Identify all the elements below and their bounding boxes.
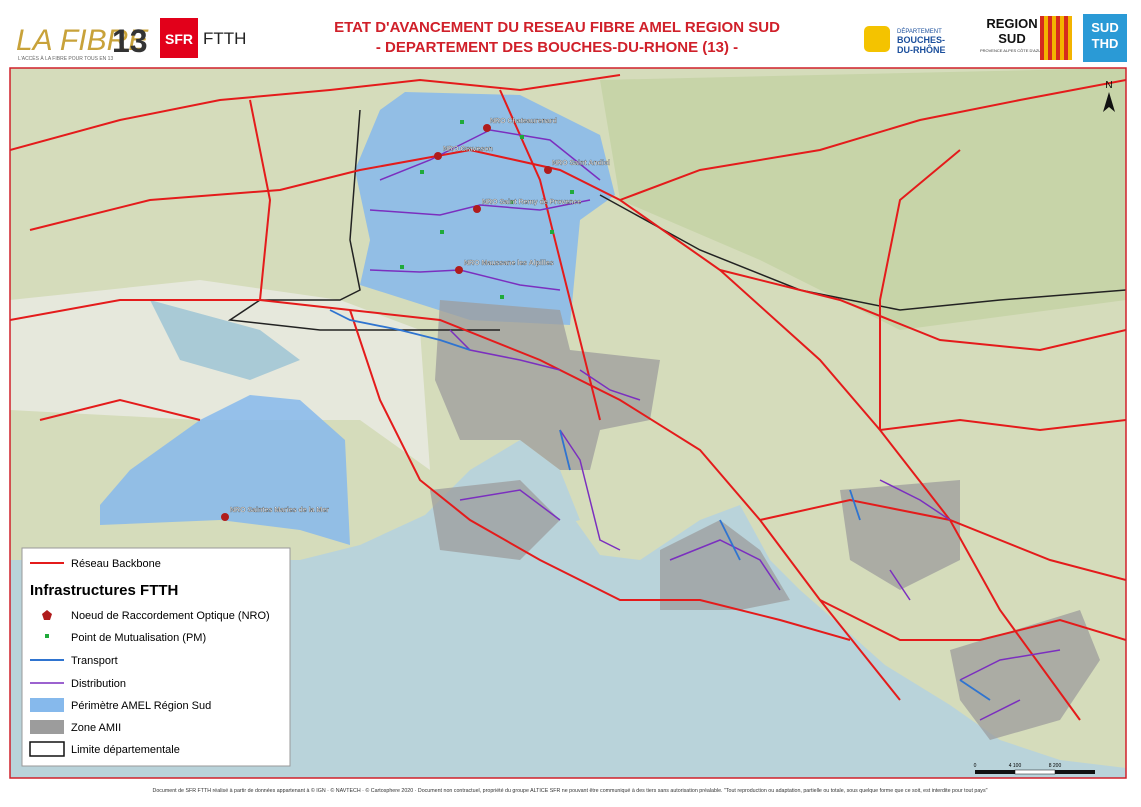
legend-swatch (42, 610, 52, 620)
nro-label: NRO Saint Andiol (552, 160, 610, 167)
north-arrow (1103, 92, 1115, 112)
region-logo: REGION (986, 16, 1037, 31)
sud-thd: SUD (1091, 20, 1118, 35)
legend-section: Infrastructures FTTH (30, 582, 178, 599)
legend-swatch (30, 720, 64, 734)
legend-label: Zone AMII (71, 722, 121, 734)
sud-thd-logo (1083, 14, 1127, 62)
region-flag (1040, 16, 1072, 60)
dept-logo (864, 26, 890, 52)
nro-labels: NRO Chateaurenard NRO Graveson NRO Saint… (230, 118, 610, 514)
legend-label: Périmètre AMEL Région Sud (71, 700, 211, 712)
camargue (10, 280, 430, 470)
north-label: N (1105, 80, 1112, 91)
region-logo: SUD (998, 31, 1025, 46)
pm-markers (400, 120, 574, 299)
nro-label: NRO Saintes Maries de la Mer (230, 507, 329, 514)
dept-name: BOUCHES- (897, 35, 945, 45)
scale-bar (1055, 770, 1095, 774)
legend-swatch (45, 634, 49, 638)
legend-label: Limite départementale (71, 744, 180, 756)
amii-zone (435, 300, 660, 470)
sfr-logo (160, 18, 198, 58)
title-line2: - DEPARTEMENT DES BOUCHES-DU-RHONE (13) … (376, 39, 738, 56)
logo-number: 13 (112, 23, 148, 59)
legend-label: Transport (71, 655, 118, 667)
footer: Document de SFR FTTH réalisé à partir de… (153, 787, 988, 794)
nro-label: NRO Saint Remy de Provence (482, 199, 581, 206)
dept-boundary (599, 194, 1126, 311)
nro-markers (221, 124, 552, 521)
legend-label: Distribution (71, 678, 126, 690)
scale-label: 8 200 (1049, 763, 1062, 769)
dept-top: DÉPARTEMENT (897, 28, 942, 35)
logo-fibre: LA FIBRE (16, 24, 149, 57)
transport (329, 309, 991, 701)
scale-bar (975, 770, 1015, 774)
amii-zone (950, 610, 1100, 740)
scale-bar (1014, 769, 1056, 775)
scale-label: 4 100 (1009, 763, 1022, 769)
ftth-text: FTTH (203, 29, 246, 48)
distribution (369, 129, 1061, 721)
legend-label: Réseau Backbone (71, 558, 161, 570)
relief (600, 68, 1126, 330)
lagoon (150, 300, 300, 380)
title-line1: ETAT D'AVANCEMENT DU RESEAU FIBRE AMEL R… (334, 19, 780, 36)
nro-label: NRO Chateaurenard (490, 118, 557, 125)
amel-perimeter (100, 395, 350, 545)
legend-label: Point de Mutualisation (PM) (71, 632, 206, 644)
map-frame (9, 67, 1127, 779)
amii-zone (660, 520, 790, 610)
amel-perimeter (355, 92, 615, 325)
legend-swatch (29, 741, 65, 757)
logo-tagline: L'ACCÈS À LA FIBRE POUR TOUS EN 13 (18, 55, 113, 62)
scale-label: 0 (974, 763, 977, 769)
legend-label: Noeud de Raccordement Optique (NRO) (71, 610, 270, 622)
nro-label: NRO Maussane les Alpilles (464, 260, 554, 267)
legend-swatch (30, 698, 64, 712)
legend-box (21, 547, 291, 767)
sfr-text: SFR (165, 31, 193, 47)
dept-name: DU-RHÔNE (897, 44, 946, 55)
region-sub: PROVENCE ALPES CÔTE D'AZUR (980, 48, 1044, 53)
sud-thd: THD (1092, 36, 1119, 51)
nro-label: NRO Graveson (443, 146, 493, 153)
legend: Réseau Backbone Infrastructures FTTH Noe… (21, 547, 291, 767)
